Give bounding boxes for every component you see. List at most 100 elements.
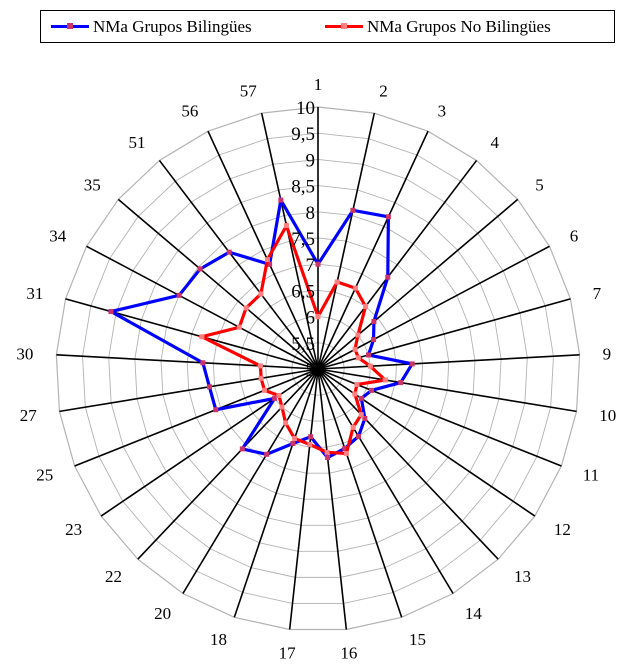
data-point	[239, 446, 245, 452]
radial-tick-label: 8	[306, 203, 316, 224]
radial-tick-label: 7	[306, 255, 316, 276]
category-label: 35	[84, 175, 101, 194]
axis-spoke	[233, 368, 319, 618]
radial-tick-label: 5,5	[291, 334, 315, 355]
category-label: 6	[570, 227, 579, 246]
radial-tick-label: 9	[306, 150, 316, 171]
category-label: 23	[65, 520, 82, 539]
legend-swatch-bilingual	[51, 23, 89, 29]
data-point	[367, 363, 373, 369]
radial-tick-label: 6,5	[291, 281, 315, 302]
grid-ring	[265, 316, 371, 422]
category-label: 34	[49, 227, 67, 246]
axis-spoke	[100, 368, 319, 517]
radial-tick-label: 8,5	[291, 177, 315, 198]
data-point	[307, 442, 313, 448]
category-label: 7	[593, 284, 602, 303]
data-point	[236, 324, 242, 330]
radial-tick-label: 7,5	[291, 229, 315, 250]
category-label: 25	[36, 465, 53, 484]
legend-item-bilingual: NMa Grupos Bilingües	[51, 11, 252, 42]
data-point	[261, 387, 267, 393]
axis-spoke	[317, 368, 577, 413]
data-point	[276, 392, 282, 398]
radial-tick-label: 10	[296, 98, 315, 119]
category-label: 1	[314, 75, 323, 94]
data-point	[258, 375, 264, 381]
data-point	[385, 274, 391, 280]
category-label: 13	[514, 567, 531, 586]
data-point	[324, 449, 330, 455]
category-label: 12	[554, 520, 571, 539]
category-label: 30	[16, 345, 33, 364]
data-point	[352, 391, 358, 397]
data-point	[264, 451, 270, 457]
data-point	[176, 292, 182, 298]
legend-label-non-bilingual: NMa Grupos No Bilingües	[367, 16, 551, 36]
data-point	[108, 309, 114, 315]
category-label: 56	[181, 101, 198, 120]
axis-spoke	[117, 198, 319, 370]
legend-marker-non-bilingual	[341, 23, 347, 29]
category-label: 9	[603, 345, 612, 364]
grid-ring	[186, 237, 450, 500]
legend-swatch-non-bilingual	[325, 23, 363, 29]
data-point	[200, 360, 206, 366]
category-label: 20	[154, 604, 171, 623]
data-point	[342, 445, 348, 451]
grid-ring	[291, 342, 345, 396]
category-label: 57	[240, 82, 258, 101]
data-point	[334, 279, 340, 285]
data-point	[264, 257, 270, 263]
data-point	[371, 319, 377, 325]
category-label: 11	[583, 465, 599, 484]
category-label: 16	[340, 643, 357, 662]
data-point	[363, 303, 369, 309]
data-point	[382, 377, 388, 383]
data-point	[398, 380, 404, 386]
data-point	[226, 249, 232, 255]
axis-spoke	[260, 112, 319, 370]
data-point	[371, 337, 377, 343]
data-point	[199, 334, 205, 340]
axis-spoke	[317, 354, 580, 370]
data-point	[358, 395, 364, 401]
axis-spoke	[317, 159, 478, 370]
axis-spoke	[317, 112, 376, 370]
category-label: 10	[599, 406, 616, 425]
data-point	[272, 395, 278, 401]
data-point	[213, 407, 219, 413]
axis-spoke	[207, 130, 319, 370]
data-point	[352, 285, 358, 291]
axis-spoke	[86, 245, 319, 370]
grid-rings	[55, 106, 581, 631]
data-point	[258, 291, 264, 297]
grid-ring	[212, 263, 424, 474]
data-point	[257, 363, 263, 369]
axis-spoke	[317, 368, 348, 630]
series-layer	[106, 195, 415, 461]
data-point	[290, 440, 296, 446]
legend-label-bilingual: NMa Grupos Bilingües	[93, 16, 252, 36]
axis-spoke	[137, 368, 319, 560]
data-point	[356, 433, 362, 439]
data-point	[350, 207, 356, 213]
category-label: 17	[279, 643, 297, 662]
radial-tick-labels: 5 5,5 6 6,5 7 7,5 8 8,5 9 9,5 10	[291, 98, 315, 381]
data-point	[365, 352, 371, 358]
category-label: 51	[129, 133, 146, 152]
category-label: 2	[379, 82, 388, 101]
data-point	[352, 346, 358, 352]
data-point	[315, 261, 321, 267]
category-label: 18	[210, 630, 227, 649]
data-point	[279, 404, 285, 410]
data-point	[355, 355, 361, 361]
axis-spoke	[317, 368, 403, 618]
category-label: 5	[535, 175, 544, 194]
axis-spoke	[317, 130, 429, 370]
axis-spoke	[317, 198, 519, 370]
data-point	[283, 420, 289, 426]
axis-spoke	[65, 298, 319, 370]
axis-spoke	[288, 368, 319, 630]
